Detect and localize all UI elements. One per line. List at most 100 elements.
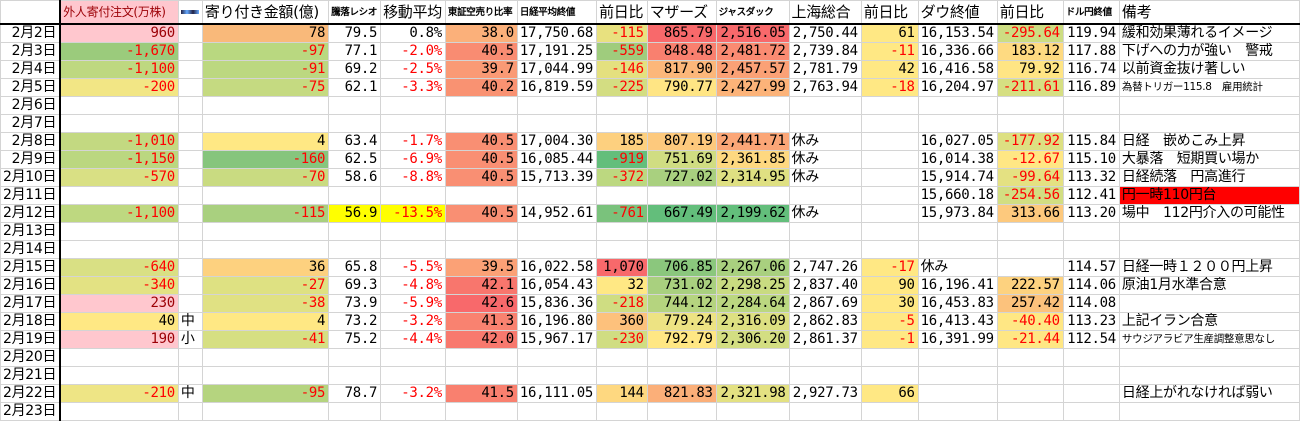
cell-moving-average[interactable]: -3.3% — [380, 78, 446, 97]
cell-date[interactable]: 2月22日 — [0, 384, 62, 403]
cell-usdjpy-close[interactable]: 116.89 — [1062, 78, 1120, 97]
cell-moving-average[interactable]: -6.9% — [380, 150, 446, 169]
cell-note[interactable] — [1118, 294, 1300, 313]
cell-shanghai[interactable]: 2,739.84 — [788, 42, 862, 61]
cell-note[interactable] — [1118, 348, 1300, 367]
cell-foreign-orders[interactable] — [59, 366, 179, 385]
cell-usdjpy-close[interactable] — [1062, 96, 1120, 115]
cell-advance-decline-ratio[interactable]: 58.6 — [328, 168, 382, 187]
cell-note[interactable]: 原油1月水準合意 — [1118, 276, 1300, 295]
cell-nikkei-change[interactable]: -115 — [596, 23, 648, 43]
cell-nikkei-close[interactable] — [516, 348, 598, 367]
cell-dow-close[interactable]: 16,027.05 — [917, 132, 998, 151]
cell-nikkei-close[interactable] — [516, 186, 598, 205]
cell-nikkei-close[interactable] — [516, 222, 598, 241]
cell-jasdaq[interactable] — [715, 222, 790, 241]
column-header-note[interactable]: 備考 — [1118, 0, 1300, 25]
cell-size-mark[interactable] — [177, 204, 203, 223]
cell-note[interactable] — [1118, 240, 1300, 259]
cell-shanghai[interactable]: 2,867.69 — [788, 294, 862, 313]
cell-date[interactable]: 2月15日 — [0, 258, 62, 277]
cell-jasdaq[interactable]: 2,298.25 — [715, 276, 790, 295]
cell-opening-amount[interactable] — [201, 114, 330, 133]
cell-nikkei-change[interactable] — [596, 366, 648, 385]
cell-foreign-orders[interactable]: -340 — [59, 276, 179, 295]
cell-mothers[interactable]: 751.69 — [646, 150, 717, 169]
column-header-dow-close[interactable]: ダウ終値 — [917, 0, 998, 25]
cell-size-mark[interactable] — [177, 294, 203, 313]
cell-mothers[interactable]: 731.02 — [646, 276, 717, 295]
cell-shanghai-change[interactable] — [860, 114, 919, 133]
cell-shanghai[interactable]: 2,747.26 — [788, 258, 862, 277]
cell-shanghai-change[interactable] — [860, 222, 919, 241]
cell-foreign-orders[interactable] — [59, 240, 179, 259]
cell-date[interactable]: 2月6日 — [0, 96, 62, 115]
cell-mothers[interactable]: 817.90 — [646, 60, 717, 79]
cell-dow-change[interactable] — [996, 258, 1064, 277]
cell-size-mark[interactable] — [177, 222, 203, 241]
cell-jasdaq[interactable]: 2,516.05 — [715, 23, 790, 43]
cell-dow-change[interactable]: -12.67 — [996, 150, 1064, 169]
cell-dow-change[interactable] — [996, 222, 1064, 241]
cell-moving-average[interactable]: -2.0% — [380, 42, 446, 61]
cell-note[interactable]: 為替トリガー115.8 雇用統計 — [1118, 78, 1300, 97]
cell-mothers[interactable]: 744.12 — [646, 294, 717, 313]
cell-nikkei-change[interactable]: -559 — [596, 42, 648, 61]
cell-dow-close[interactable]: 15,914.74 — [917, 168, 998, 187]
cell-size-mark[interactable]: 中 — [177, 312, 203, 331]
cell-usdjpy-close[interactable] — [1062, 114, 1120, 133]
cell-date[interactable]: 2月14日 — [0, 240, 62, 259]
cell-dow-close[interactable] — [917, 366, 998, 385]
cell-mothers[interactable]: 865.79 — [646, 23, 717, 43]
cell-note[interactable]: 日経一時１２００円上昇 — [1118, 258, 1300, 277]
cell-date[interactable]: 2月7日 — [0, 114, 62, 133]
cell-nikkei-change[interactable]: -218 — [596, 294, 648, 313]
cell-nikkei-close[interactable] — [516, 96, 598, 115]
cell-moving-average[interactable]: -3.2% — [380, 384, 446, 403]
cell-short-sell-ratio[interactable]: 40.2 — [444, 78, 518, 97]
cell-nikkei-close[interactable] — [516, 366, 598, 385]
cell-date[interactable]: 2月2日 — [0, 23, 62, 43]
cell-moving-average[interactable] — [380, 96, 446, 115]
cell-foreign-orders[interactable]: 230 — [59, 294, 179, 313]
cell-date[interactable]: 2月4日 — [0, 60, 62, 79]
cell-dow-change[interactable]: -40.40 — [996, 312, 1064, 331]
cell-note[interactable]: サウジアラビア生産調整意思なし — [1118, 330, 1300, 349]
cell-usdjpy-close[interactable]: 116.74 — [1062, 60, 1120, 79]
cell-dow-change[interactable]: 183.12 — [996, 42, 1064, 61]
cell-advance-decline-ratio[interactable] — [328, 366, 382, 385]
cell-nikkei-close[interactable]: 16,111.05 — [516, 384, 598, 403]
cell-date[interactable]: 2月5日 — [0, 78, 62, 97]
cell-short-sell-ratio[interactable] — [444, 186, 518, 205]
cell-date[interactable]: 2月3日 — [0, 42, 62, 61]
cell-date[interactable]: 2月10日 — [0, 168, 62, 187]
cell-jasdaq[interactable]: 2,267.06 — [715, 258, 790, 277]
cell-size-mark[interactable] — [177, 276, 203, 295]
cell-dow-close[interactable]: 16,453.83 — [917, 294, 998, 313]
cell-shanghai-change[interactable] — [860, 348, 919, 367]
cell-moving-average[interactable]: -2.5% — [380, 60, 446, 79]
cell-nikkei-change[interactable]: -146 — [596, 60, 648, 79]
cell-short-sell-ratio[interactable]: 40.5 — [444, 168, 518, 187]
cell-shanghai-change[interactable]: 30 — [860, 294, 919, 313]
cell-foreign-orders[interactable]: -200 — [59, 78, 179, 97]
cell-advance-decline-ratio[interactable] — [328, 348, 382, 367]
cell-advance-decline-ratio[interactable] — [328, 240, 382, 259]
cell-shanghai-change[interactable]: -1 — [860, 330, 919, 349]
cell-shanghai[interactable]: 休み — [788, 132, 862, 151]
cell-jasdaq[interactable]: 2,441.71 — [715, 132, 790, 151]
cell-advance-decline-ratio[interactable] — [328, 114, 382, 133]
cell-short-sell-ratio[interactable] — [444, 240, 518, 259]
cell-note[interactable]: 日経上がれなければ弱い — [1118, 384, 1300, 403]
cell-shanghai-change[interactable]: -11 — [860, 42, 919, 61]
cell-mothers[interactable]: 792.79 — [646, 330, 717, 349]
cell-dow-close[interactable]: 15,660.18 — [917, 186, 998, 205]
cell-foreign-orders[interactable]: -1,150 — [59, 150, 179, 169]
cell-short-sell-ratio[interactable]: 42.1 — [444, 276, 518, 295]
cell-dow-close[interactable]: 16,416.58 — [917, 60, 998, 79]
cell-dow-change[interactable]: -177.92 — [996, 132, 1064, 151]
cell-advance-decline-ratio[interactable]: 69.2 — [328, 60, 382, 79]
cell-shanghai[interactable]: 2,861.37 — [788, 330, 862, 349]
cell-shanghai[interactable] — [788, 186, 862, 205]
cell-shanghai[interactable] — [788, 240, 862, 259]
